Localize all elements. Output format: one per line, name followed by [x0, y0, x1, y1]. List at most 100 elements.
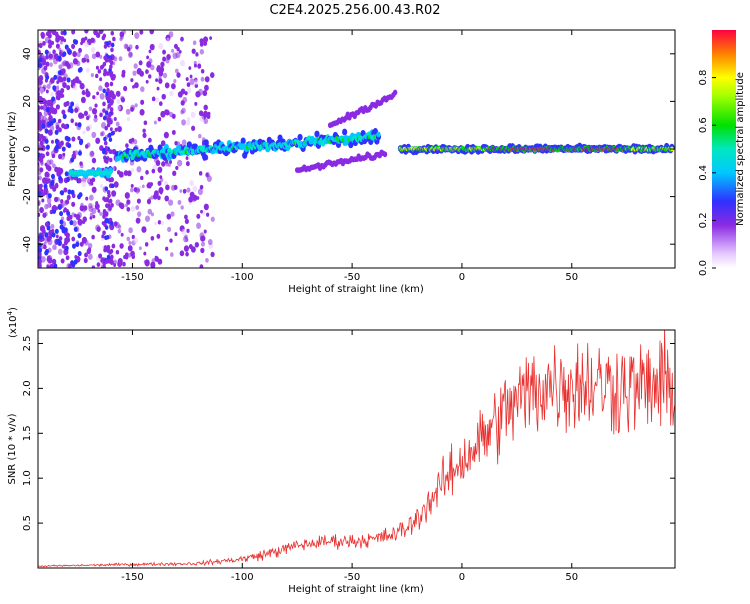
spectrogram-cell [38, 164, 41, 170]
spectrogram-cell [206, 175, 212, 183]
spectrogram-cell [98, 253, 103, 259]
spectrogram-cell [187, 87, 192, 94]
spectrogram-cell [147, 208, 153, 215]
spectrogram-cell [71, 212, 75, 217]
spectrogram-cell [126, 236, 131, 242]
spectrogram-cell [108, 112, 112, 118]
spectrogram-cell [78, 192, 83, 198]
spectrogram-cell [61, 146, 66, 152]
spectrogram-cell [57, 55, 62, 61]
spectrogram-cell [90, 73, 94, 78]
spectrogram-cell [89, 216, 93, 220]
spectrogram-cell [91, 234, 95, 240]
spectrogram-cell [72, 85, 77, 91]
spectrogram-cell [50, 223, 55, 229]
snr-background [38, 330, 675, 568]
spectrogram-cell [166, 37, 170, 42]
spectrogram-cell [48, 53, 53, 59]
spectrogram-cell [175, 165, 179, 171]
spectrogram-cell [118, 56, 123, 62]
spectrogram-cell [158, 101, 163, 107]
spectrogram-cell [109, 64, 113, 70]
spectrogram-cell [166, 213, 172, 220]
spectrogram-cell [122, 261, 126, 267]
spectrogram-cell [84, 53, 89, 61]
spectrogram-cell [61, 68, 66, 75]
spectrogram-cell [51, 232, 56, 238]
spectrogram-cell [107, 58, 112, 63]
spectrogram-cell [151, 96, 156, 102]
spectrogram-cell [56, 90, 62, 97]
spectrogram-cell [79, 138, 84, 144]
spectrogram-cell [210, 72, 215, 79]
spectrogram-cell [95, 65, 99, 70]
spectrogram-cell [39, 87, 45, 94]
spectrogram-cell [91, 186, 97, 193]
spectrogram-cell [53, 263, 58, 268]
spectrogram-cell [138, 185, 142, 190]
spectrogram-cell [189, 74, 193, 79]
spectrogram-cell [102, 101, 106, 107]
spectrogram-cell [38, 132, 41, 139]
spectrogram-cell [55, 104, 60, 110]
spectrogram-cell [131, 168, 135, 173]
colorbar-tick-label: 0.0 [698, 260, 709, 276]
spectrogram-cell [179, 59, 186, 67]
spectrogram-cell [58, 175, 63, 182]
spectrogram-cell [102, 61, 107, 67]
x-tick-label: 0 [459, 572, 465, 583]
spectrogram-cell [44, 128, 49, 134]
spectrogram-cell [156, 86, 160, 91]
spectrogram-cell [78, 112, 84, 119]
spectrogram-cell [99, 132, 104, 137]
spectrogram-cell [66, 194, 71, 200]
spectrogram-cell [117, 125, 122, 133]
spectrogram-cell [52, 85, 57, 91]
spectrogram-cell [109, 119, 113, 125]
spectrogram-cell [52, 204, 57, 211]
spectrogram-cell [38, 142, 41, 147]
spectrogram-cell [111, 190, 117, 197]
spectrogram-cell [108, 259, 112, 264]
spectrogram-cell [74, 150, 79, 156]
spectrogram-cell [54, 138, 59, 144]
spectrogram-cell [149, 30, 155, 35]
spectrogram-cell [85, 90, 91, 98]
spectrogram-cell [109, 70, 114, 76]
spectrogram-cell [47, 33, 52, 39]
spectrogram-cell [165, 184, 170, 191]
spectrogram-cell [113, 181, 119, 188]
spectrogram-cell [66, 84, 71, 91]
spectrogram-cell [87, 114, 91, 119]
spectrogram-cell [62, 51, 67, 57]
spectrogram-cell [61, 228, 66, 234]
spectrogram-cell [196, 196, 200, 200]
spectrogram-cell [185, 120, 191, 126]
spectrogram-cell [145, 169, 149, 175]
spectrogram-cell [106, 254, 111, 260]
spectrogram-cell [46, 172, 51, 178]
x-tick-label: 50 [565, 272, 578, 283]
spectrogram-cell [49, 125, 55, 132]
spectrogram-cell [176, 72, 181, 78]
spectrogram-cell [41, 123, 46, 129]
spectrogram-cell [109, 157, 113, 163]
spectrogram-cell [188, 66, 192, 70]
spectrogram-cell [160, 140, 166, 147]
spectrogram-cell [57, 248, 63, 255]
spectrogram-cell [121, 72, 126, 78]
spectrogram-cell [38, 110, 41, 117]
spectrogram-cell [167, 226, 172, 233]
spectrogram-cell [51, 96, 56, 102]
spectrogram-cell [50, 139, 54, 144]
spectrogram-cell [77, 250, 82, 257]
spectrogram-cell [171, 48, 175, 53]
spectrogram-cell [77, 122, 82, 128]
spectrogram-cell [158, 186, 164, 194]
spectrogram-cell [82, 216, 87, 223]
spectrogram-cell [119, 202, 125, 210]
spectrogram-cell [84, 30, 89, 34]
spectrogram-cell [186, 187, 191, 193]
spectrogram-cell [108, 149, 112, 154]
